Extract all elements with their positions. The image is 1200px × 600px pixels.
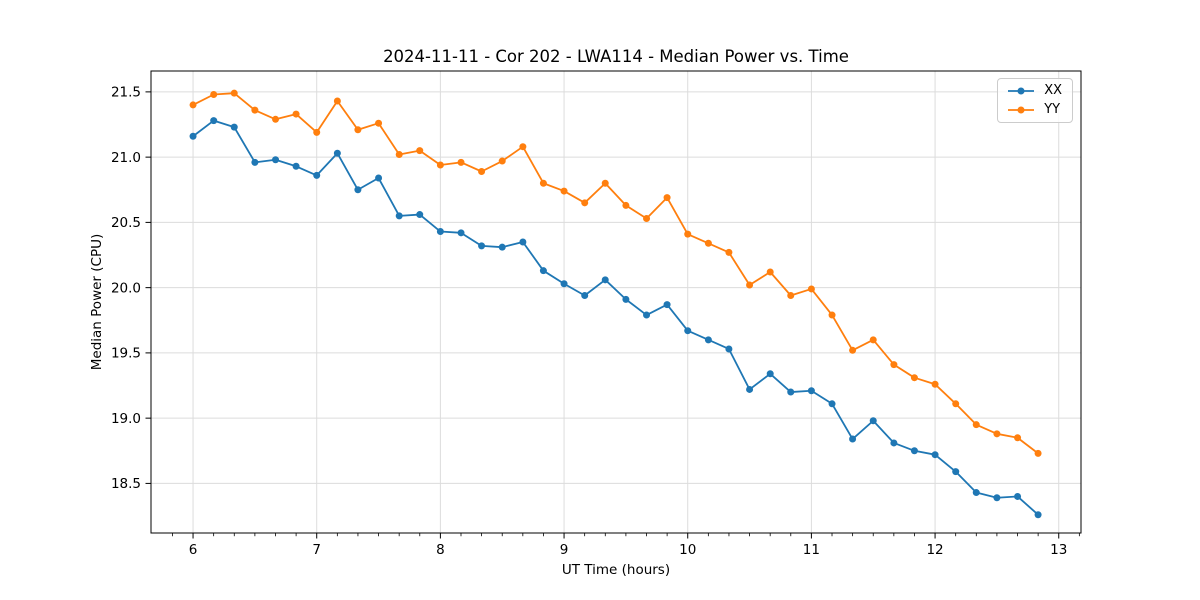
- svg-text:9: 9: [560, 542, 569, 558]
- svg-text:20.0: 20.0: [111, 280, 141, 296]
- yy-series-sample-icon: [1008, 106, 1035, 114]
- legend-label-yy: YY: [1044, 102, 1061, 117]
- legend-label-xx: XX: [1044, 83, 1062, 98]
- svg-text:7: 7: [312, 542, 321, 558]
- svg-text:18.5: 18.5: [111, 476, 141, 492]
- svg-text:20.5: 20.5: [111, 215, 141, 231]
- svg-text:13: 13: [1050, 542, 1067, 558]
- svg-text:21.5: 21.5: [111, 85, 141, 101]
- y-axis-label: Median Power (CPU): [89, 233, 105, 371]
- svg-text:8: 8: [436, 542, 445, 558]
- legend: XX YY: [997, 78, 1073, 123]
- svg-text:12: 12: [926, 542, 943, 558]
- legend-item-xx: XX: [1006, 84, 1062, 98]
- legend-item-yy: YY: [1006, 103, 1062, 117]
- svg-text:19.5: 19.5: [111, 346, 141, 362]
- svg-text:6: 6: [189, 542, 198, 558]
- x-axis-label: UT Time (hours): [561, 562, 671, 578]
- svg-text:10: 10: [679, 542, 696, 558]
- chart-title: 2024-11-11 - Cor 202 - LWA114 - Median P…: [383, 47, 849, 66]
- svg-text:19.0: 19.0: [111, 411, 141, 427]
- svg-text:21.0: 21.0: [111, 150, 141, 166]
- xx-series-sample-icon: [1008, 87, 1035, 95]
- svg-text:11: 11: [803, 542, 820, 558]
